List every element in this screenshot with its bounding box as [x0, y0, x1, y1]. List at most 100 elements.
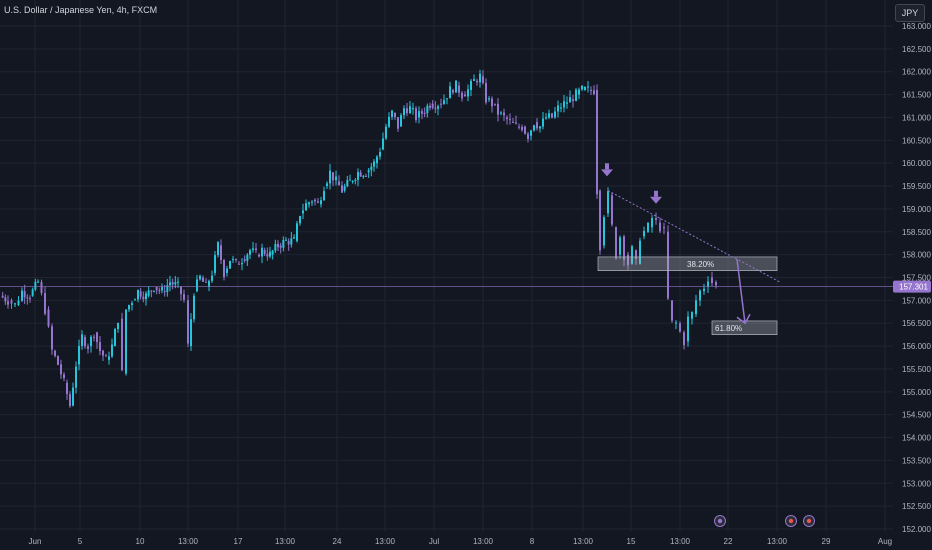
candle-body	[683, 332, 685, 346]
price-axis[interactable]: 163.000 162.500 162.000 161.500 161.000 160.5…	[893, 0, 932, 550]
candle-body	[241, 262, 243, 265]
candle-body	[1, 295, 4, 298]
candle-body	[557, 105, 559, 112]
time-tick-label: 13:00	[275, 537, 296, 546]
candle-body	[551, 113, 553, 118]
candle-body	[461, 92, 463, 99]
candle-body	[214, 255, 216, 273]
candle-body	[566, 102, 568, 104]
candle-body	[473, 79, 475, 81]
candle-body	[476, 80, 478, 83]
candle-body	[66, 382, 68, 395]
candle-body	[619, 237, 621, 255]
candle-body	[635, 250, 637, 260]
candle-body	[326, 183, 328, 187]
candle-body	[691, 312, 693, 319]
candle-body	[394, 112, 396, 118]
candle-body	[485, 83, 487, 103]
candle-body	[317, 201, 319, 203]
candle-body	[311, 201, 313, 203]
candle-body	[679, 323, 681, 332]
event-markers[interactable]	[714, 515, 815, 527]
candle-body	[63, 374, 65, 379]
candle-body	[391, 110, 393, 117]
candle-body	[587, 86, 589, 88]
candle-body	[415, 108, 417, 121]
candle-body	[533, 125, 535, 131]
candle-body	[509, 119, 511, 121]
candle-body	[575, 89, 577, 101]
candle-body	[72, 387, 74, 406]
candle-body	[403, 108, 405, 116]
candle-body	[299, 216, 301, 224]
candle-body	[581, 85, 583, 90]
candle-body	[675, 322, 677, 324]
candle-body	[23, 291, 26, 298]
candle-body	[429, 105, 431, 108]
price-tick-label: 155.000	[902, 388, 931, 397]
candle-body	[365, 175, 367, 177]
candle-body	[40, 282, 43, 294]
candle-body	[631, 246, 633, 264]
candle-body	[357, 171, 359, 180]
candle-body	[554, 111, 556, 118]
candle-body	[539, 126, 541, 129]
candle-body	[351, 180, 354, 182]
candle-body	[105, 355, 107, 357]
price-tick-label: 157.000	[902, 296, 931, 305]
candle-body	[78, 345, 80, 365]
candle-body	[479, 73, 481, 83]
price-tick-label: 152.000	[902, 525, 931, 534]
candle-body	[31, 289, 34, 296]
time-tick-label: Jun	[29, 537, 42, 546]
current-price-badge	[893, 280, 931, 293]
forecast-arrow-line	[736, 259, 746, 324]
candle-body	[134, 299, 136, 301]
candle-body	[102, 350, 104, 356]
candle-body	[382, 138, 384, 150]
candle-body	[560, 107, 562, 109]
candle-body	[703, 288, 705, 292]
candle-body	[190, 319, 192, 347]
candle-body	[437, 106, 439, 109]
candle-body	[323, 191, 325, 201]
candle-body	[687, 316, 689, 342]
candle-body	[81, 334, 83, 346]
candle-body	[29, 298, 31, 300]
candle-body	[494, 103, 496, 105]
candle-body	[51, 326, 53, 350]
time-axis[interactable]: Jun 5 10 13:00 17 13:00 24 13:00 Jul 13:00 8 13:00 1…	[29, 537, 893, 546]
candle-body	[96, 332, 98, 343]
candle-body	[131, 303, 133, 306]
candle-body	[497, 103, 499, 115]
candle-body	[578, 89, 580, 95]
currency-button[interactable]: JPY	[895, 4, 925, 22]
candle-body	[93, 336, 95, 338]
candle-body	[409, 106, 411, 114]
candle-body	[10, 300, 13, 304]
candle-body	[84, 336, 86, 347]
candle-body	[232, 259, 234, 261]
candle-body	[217, 242, 219, 256]
candle-body	[341, 185, 343, 193]
price-tick-label: 154.000	[902, 434, 931, 443]
candle-body	[329, 170, 331, 184]
candle-body	[128, 305, 130, 310]
candle-body	[287, 240, 290, 245]
candle-body	[7, 301, 9, 305]
candle-body	[370, 166, 373, 171]
candle-body	[482, 76, 484, 84]
candle-body	[271, 250, 274, 255]
candle-body	[282, 239, 285, 248]
time-tick-label: 13:00	[767, 537, 788, 546]
candle-body	[349, 179, 351, 181]
pivot-arrow-icon	[605, 163, 609, 170]
candle-body	[647, 222, 649, 232]
candle-body	[332, 172, 334, 181]
fib-level-box	[597, 256, 778, 271]
candle-body	[57, 355, 59, 365]
candle-body	[290, 238, 293, 245]
candle-body	[161, 287, 163, 291]
price-tick-label: 159.000	[902, 205, 931, 214]
